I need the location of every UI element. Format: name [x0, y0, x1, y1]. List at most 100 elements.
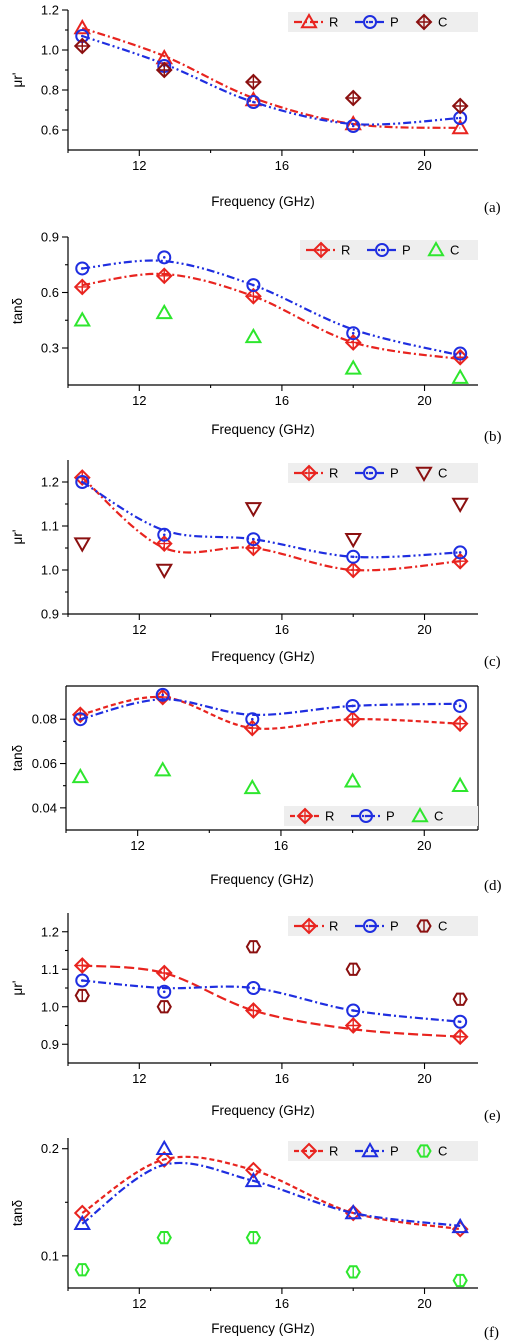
- legend-label-P: P: [390, 466, 399, 481]
- legend-label-R: R: [325, 809, 334, 824]
- data-point-P-dot: [162, 990, 166, 994]
- y-tick-label: 1.0: [41, 563, 59, 578]
- data-point-P: [157, 984, 172, 999]
- data-point-R-cross: [346, 335, 361, 350]
- x-axis-label: Frequency (GHz): [211, 422, 315, 437]
- data-point-P-dot: [80, 267, 84, 270]
- x-tick-label: 20: [417, 158, 431, 173]
- data-point-R-cross: [346, 1018, 361, 1033]
- x-tick-label: 16: [274, 838, 288, 853]
- legend-marker-R: [300, 1142, 318, 1160]
- y-axis-label: μr': [10, 530, 25, 545]
- data-point-C: [245, 940, 262, 954]
- data-point-C: [452, 992, 468, 1006]
- y-tick-label: 0.2: [41, 1141, 59, 1156]
- x-tick-label: 16: [275, 1296, 289, 1311]
- y-tick-label: 0.08: [32, 712, 57, 727]
- data-point-P-dot: [458, 1020, 462, 1024]
- legend-label-R: R: [341, 243, 350, 258]
- series-R: [73, 957, 469, 1046]
- legend-marker-C: [411, 806, 429, 823]
- panel-label: (c): [484, 654, 501, 670]
- y-tick-label: 0.1: [41, 1248, 59, 1263]
- chart-panel-4: 12 16 20 0.04 0.06 0.08 Frequency (GHz) tanδ (d)…: [10, 685, 502, 894]
- series-line-P: [81, 34, 461, 126]
- y-axis-label: μr': [10, 981, 25, 996]
- data-point-C: [344, 359, 362, 375]
- data-point-R-cross: [346, 563, 361, 577]
- series-line-P: [80, 698, 461, 721]
- data-point-R: [344, 1204, 362, 1222]
- data-point-P: [245, 712, 260, 727]
- series-line-R: [82, 272, 461, 361]
- data-point-C: [345, 1265, 361, 1279]
- data-point-C: [71, 767, 90, 784]
- data-point-C: [344, 532, 362, 549]
- series-R: [73, 469, 469, 579]
- data-point-R: [244, 90, 263, 107]
- data-point-C: [156, 1231, 172, 1245]
- data-point-P-dot: [252, 100, 255, 104]
- data-point-P-dot: [79, 717, 82, 721]
- legend-label-R: R: [329, 919, 338, 934]
- series-line-P: [81, 1161, 461, 1227]
- legend-label-C: C: [434, 809, 443, 824]
- x-tick-label: 20: [417, 1071, 431, 1086]
- series-line-P: [82, 259, 461, 357]
- data-point-R-cross: [453, 1029, 468, 1044]
- legend-label-P: P: [390, 15, 399, 30]
- x-tick-label: 12: [130, 838, 144, 853]
- data-point-C: [244, 327, 263, 344]
- series-R: [73, 18, 469, 135]
- data-point-P-dot: [80, 34, 84, 38]
- data-point-P: [346, 549, 361, 564]
- data-point-P: [453, 346, 468, 361]
- x-tick-label: 20: [417, 622, 431, 637]
- series-P: [75, 475, 468, 564]
- legend-marker-P-dot: [380, 248, 384, 252]
- data-point-C-cross: [157, 63, 172, 77]
- data-point-R-cross: [246, 1003, 261, 1018]
- data-point-P: [157, 527, 172, 542]
- data-point-P-dot: [351, 555, 355, 559]
- legend-marker-C: [416, 919, 432, 933]
- panel-label: (f): [484, 1325, 499, 1341]
- data-point-C-cross: [453, 99, 468, 113]
- series-R: [73, 1151, 469, 1238]
- data-point-P-dot: [458, 116, 462, 120]
- data-point-C: [343, 772, 362, 788]
- series-C: [74, 1231, 468, 1288]
- data-point-P: [75, 973, 90, 988]
- data-point-P-dot: [351, 331, 355, 335]
- x-axis-label: Frequency (GHz): [211, 649, 315, 664]
- series-R: [73, 267, 469, 366]
- data-point-P: [453, 698, 468, 713]
- y-tick-label: 0.6: [41, 285, 59, 300]
- y-tick-label: 1.0: [41, 999, 59, 1014]
- series-C: [73, 303, 469, 384]
- legend-marker-R-cross: [302, 919, 316, 933]
- x-tick-label: 20: [417, 393, 431, 408]
- legend-marker-R-cross: [298, 809, 312, 823]
- data-point-C: [345, 962, 361, 976]
- data-point-C: [244, 502, 263, 518]
- data-point-R: [73, 18, 91, 35]
- data-point-C: [243, 778, 262, 795]
- legend-marker-P: [363, 15, 377, 29]
- data-point-P: [73, 1214, 91, 1230]
- data-point-R-cross: [453, 716, 468, 731]
- data-point-C: [156, 1000, 172, 1014]
- data-point-P-dot: [162, 533, 166, 537]
- legend-marker-R: [300, 12, 318, 29]
- y-axis-label: tanδ: [10, 1200, 25, 1226]
- data-point-P: [246, 981, 261, 995]
- data-point-C: [155, 303, 173, 320]
- data-point-P: [451, 1217, 469, 1234]
- x-axis-label: Frequency (GHz): [211, 1321, 315, 1336]
- x-tick-label: 12: [132, 1071, 146, 1086]
- legend-label-R: R: [329, 1144, 338, 1159]
- legend-label-P: P: [402, 243, 411, 258]
- legend-box: [284, 806, 478, 826]
